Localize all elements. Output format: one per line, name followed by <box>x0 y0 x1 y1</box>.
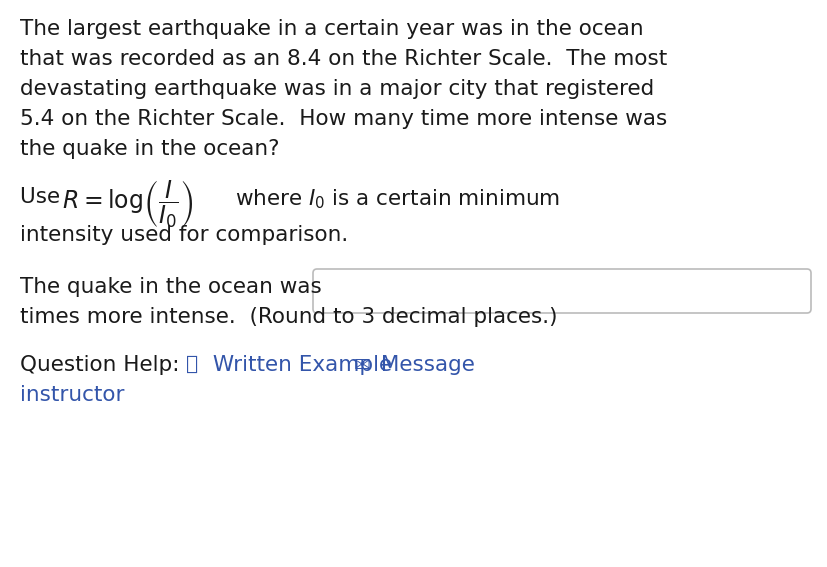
Text: Written Example: Written Example <box>206 355 392 375</box>
Text: Use: Use <box>20 187 67 207</box>
Text: Message: Message <box>374 355 475 375</box>
Text: 🗎: 🗎 <box>186 355 198 374</box>
Text: where $I_0$ is a certain minimum: where $I_0$ is a certain minimum <box>235 187 559 210</box>
Text: $R = \log\!\left(\dfrac{I}{I_0}\right)$: $R = \log\!\left(\dfrac{I}{I_0}\right)$ <box>62 178 193 230</box>
Text: the quake in the ocean?: the quake in the ocean? <box>20 139 280 159</box>
Text: intensity used for comparison.: intensity used for comparison. <box>20 225 348 245</box>
Text: The largest earthquake in a certain year was in the ocean: The largest earthquake in a certain year… <box>20 19 643 39</box>
Text: ✉: ✉ <box>354 355 370 374</box>
Text: that was recorded as an 8.4 on the Richter Scale.  The most: that was recorded as an 8.4 on the Richt… <box>20 49 667 69</box>
Text: The quake in the ocean was: The quake in the ocean was <box>20 277 322 297</box>
Text: devastating earthquake was in a major city that registered: devastating earthquake was in a major ci… <box>20 79 653 99</box>
Text: 5.4 on the Richter Scale.  How many time more intense was: 5.4 on the Richter Scale. How many time … <box>20 109 667 129</box>
Text: times more intense.  (Round to 3 decimal places.): times more intense. (Round to 3 decimal … <box>20 307 557 327</box>
Text: Question Help:: Question Help: <box>20 355 179 375</box>
Text: instructor: instructor <box>20 385 124 405</box>
FancyBboxPatch shape <box>313 269 810 313</box>
